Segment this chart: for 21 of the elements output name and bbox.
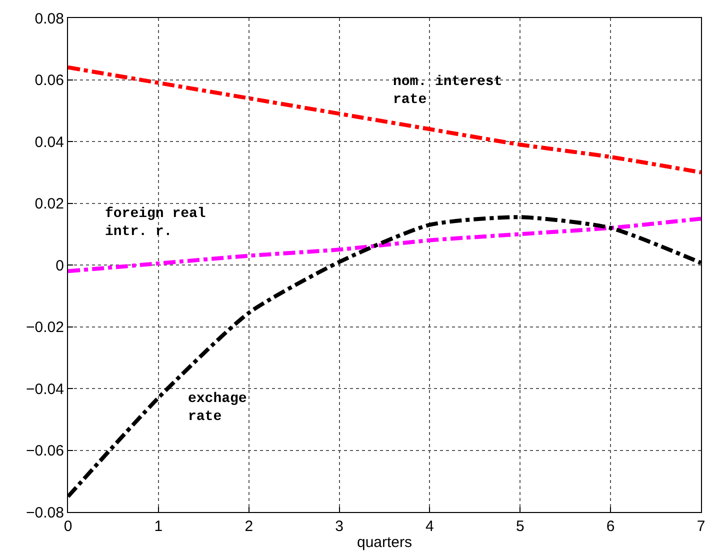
y-tick-label: 0.06 [34,72,64,89]
annotation: nom. interest rate [393,74,502,108]
y-tick-label: −0.04 [26,380,64,398]
annotation: exchage rate [188,391,247,426]
y-tick-label: −0.02 [26,319,64,336]
x-tick-label: 4 [426,518,434,535]
x-tick-label: 6 [606,518,615,535]
x-axis-title: quarters [356,534,412,551]
y-tick-label: −0.06 [26,442,64,460]
annotation: foreign real intr. r. [105,206,206,240]
x-tick-label: 1 [154,518,163,535]
y-tick-label: 0 [56,257,64,274]
x-tick-label: 5 [516,518,524,535]
y-tick-label: 0.02 [34,196,64,212]
y-tick-label: 0.04 [34,134,64,151]
x-tick-label: 7 [696,518,706,535]
x-tick-label: 3 [335,518,344,535]
y-tick-label: −0.08 [26,504,64,522]
x-tick-label: 2 [244,518,254,535]
y-tick-label: 0.08 [34,10,64,28]
line-series [68,65,701,174]
